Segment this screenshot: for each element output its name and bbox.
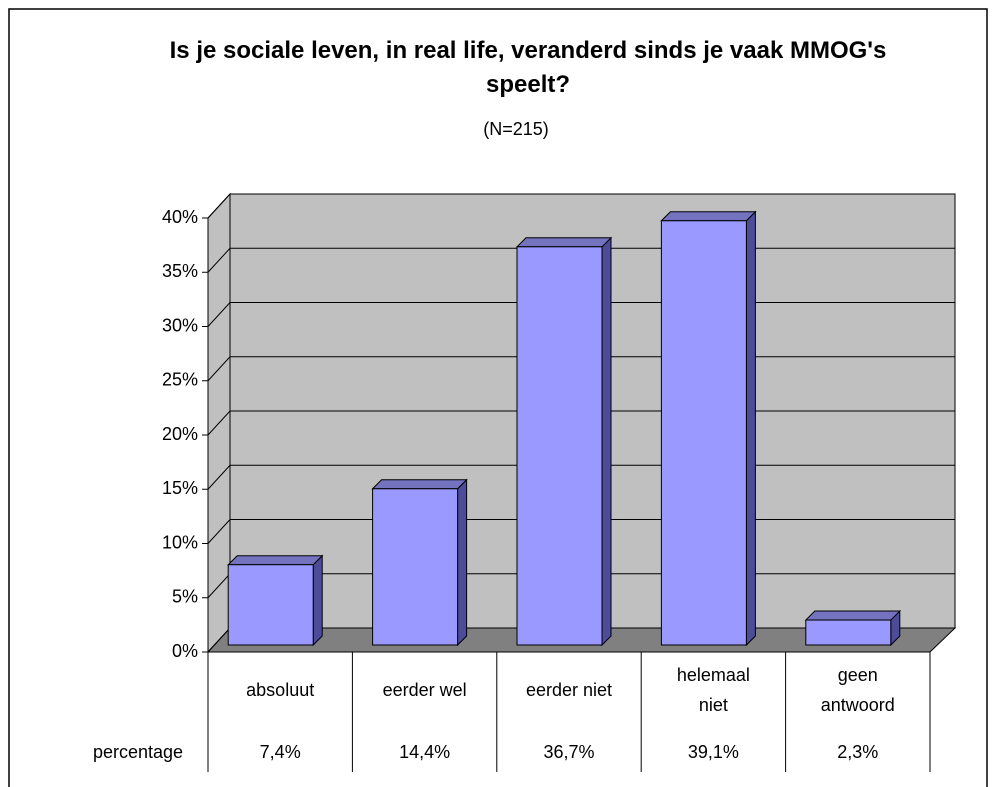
bar-side [457, 478, 468, 647]
y-tick-label: 35% [162, 261, 198, 281]
value-label: 14,4% [399, 742, 450, 762]
y-tick-label: 20% [162, 424, 198, 444]
value-label: 7,4% [260, 742, 301, 762]
bar-front [372, 488, 459, 646]
bar-front [660, 220, 747, 646]
x-tick-label: absoluut [246, 680, 314, 700]
y-tick-label: 40% [162, 207, 198, 227]
y-tick-label: 0% [172, 641, 198, 661]
bar [804, 609, 902, 647]
y-tick-label: 5% [172, 587, 198, 607]
bar-top [804, 610, 902, 621]
bar-side [312, 554, 323, 647]
value-label: 36,7% [543, 742, 594, 762]
x-tick-label: geen [838, 665, 878, 685]
bar-top [660, 211, 757, 222]
x-tick-label: niet [699, 695, 728, 715]
bar-front [227, 564, 314, 646]
y-tick-label: 25% [162, 370, 198, 390]
x-tick-label: eerder niet [526, 680, 612, 700]
value-label: 2,3% [837, 742, 878, 762]
y-tick-label: 10% [162, 532, 198, 552]
grid-line [207, 193, 955, 219]
bar-top [515, 237, 613, 248]
chart-title: Is je sociale leven, in real life, veran… [170, 37, 887, 98]
bar-front [805, 619, 892, 646]
y-tick-label: 30% [162, 315, 198, 335]
legend-label: percentage [93, 742, 183, 762]
x-tick-label: helemaal [677, 665, 750, 685]
bar-side [745, 210, 756, 647]
bar [226, 554, 324, 647]
bar-top [371, 479, 468, 490]
bar-front [516, 246, 603, 646]
bar [371, 478, 468, 647]
x-tick-label: eerder wel [383, 680, 467, 700]
bar [660, 210, 757, 647]
bar-top [226, 555, 324, 566]
y-tick-label: 15% [162, 478, 198, 498]
x-tick-label: antwoord [821, 695, 895, 715]
bar [515, 236, 613, 647]
bar-side [601, 236, 612, 647]
value-label: 39,1% [688, 742, 739, 762]
chart-subtitle: (N=215) [483, 119, 549, 139]
